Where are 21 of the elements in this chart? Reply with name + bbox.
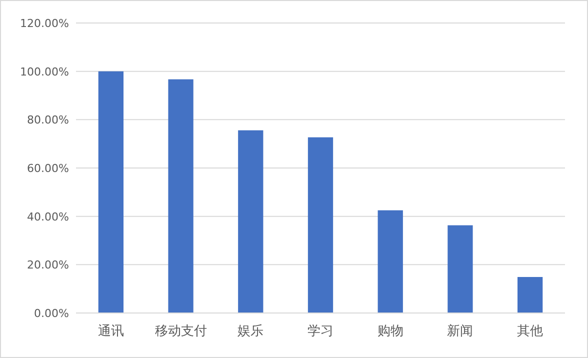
bar	[98, 71, 124, 313]
x-tick-label: 新闻	[447, 324, 474, 339]
y-tick-label: 40.00%	[27, 210, 69, 224]
x-tick-label: 购物	[377, 324, 404, 339]
bar	[168, 79, 194, 313]
y-tick-label: 20.00%	[27, 258, 69, 272]
bar	[517, 276, 543, 313]
y-tick-label: 80.00%	[27, 114, 69, 127]
y-tick-label: 120.00%	[20, 17, 69, 30]
x-tick-label: 其他	[517, 324, 544, 339]
bar	[378, 210, 403, 313]
bar	[308, 137, 334, 313]
x-tick-label: 学习	[308, 324, 334, 339]
y-tick-label: 60.00%	[27, 162, 69, 175]
x-tick-label: 移动支付	[154, 324, 207, 339]
y-tick-label: 100.00%	[20, 65, 69, 78]
bar	[238, 130, 264, 313]
bar	[448, 225, 473, 313]
y-tick-label: 0.00%	[34, 307, 69, 320]
x-tick-label: 通讯	[98, 324, 124, 339]
x-tick-label: 娱乐	[238, 324, 264, 339]
